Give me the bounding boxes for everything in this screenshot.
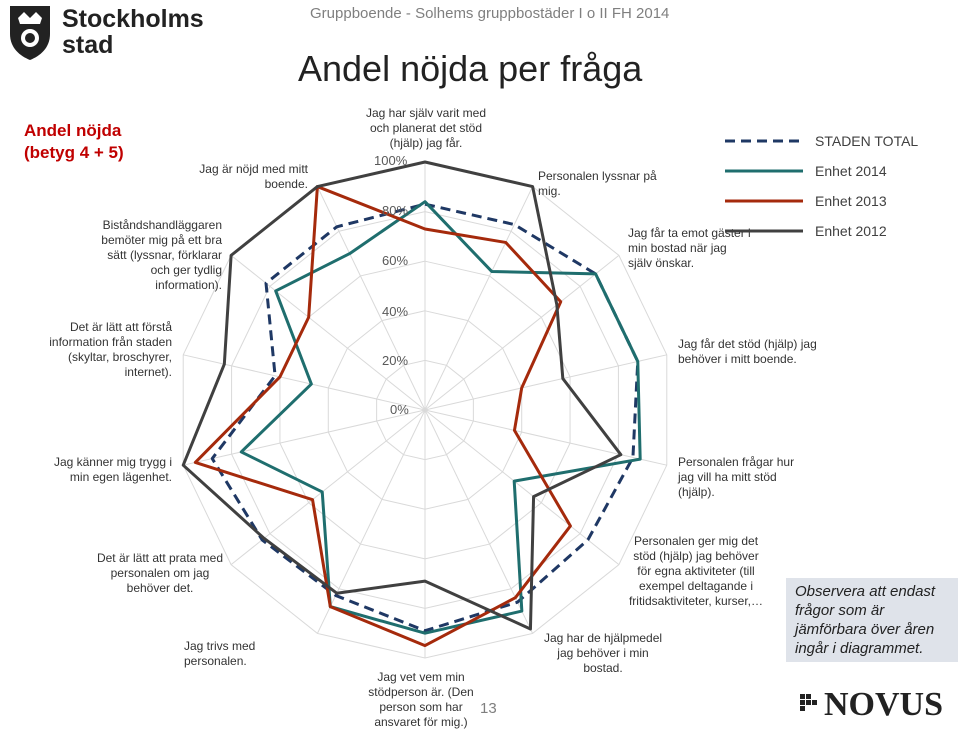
tick-label-60: 60% [382,253,409,268]
category-label-0: Jag har själv varit med och planerat det… [365,106,487,150]
novus-wordmark: NOVUS [824,686,943,722]
category-label-7: Jag vet vem min stödperson är. (Den pers… [368,670,474,729]
legend-swatch-dashed [725,139,803,143]
chart-side-title: Andel nöjda (betyg 4 + 5) [24,121,124,162]
page-number: 13 [480,700,497,717]
grid-spoke [316,186,426,411]
category-label-12: Biståndshandläggaren bemöter mig på ett … [101,218,222,292]
category-label-4: Personalen frågar hur jag vill ha mitt s… [678,455,795,499]
crest-icon [10,6,50,60]
legend-label: Enhet 2012 [815,223,887,239]
series-line-3 [181,160,623,631]
grid-spoke [230,254,426,411]
legend-label: Enhet 2014 [815,163,887,179]
tick-label-80: 80% [382,203,409,218]
category-label-3: Jag får det stöd (hjälp) jag behöver i m… [678,337,817,366]
tick-label-0: 0% [390,402,409,417]
radar-grid [182,161,668,659]
grid-spoke [424,409,620,566]
page-title: Andel nöjda per fråga [298,48,643,89]
series-line-1 [239,200,642,635]
note-box: Observera att endast frågor som är jämfö… [786,578,958,662]
category-label-2: Jag får ta emot gäster i min bostad när … [628,226,751,270]
stockholms-stad-logo: Stockholms stad [4,4,214,64]
category-label-13: Jag är nöjd med mitt boende. [199,162,308,191]
grid-spoke [424,409,667,466]
radar-series [181,160,642,648]
legend-swatch [725,199,803,203]
legend-item-enhet-2014: Enhet 2014 [723,162,923,182]
grid-spoke [424,186,534,411]
legend-label: Enhet 2013 [815,193,887,209]
tick-label-100: 100% [374,153,408,168]
grid-spoke [183,409,426,466]
note-text: Observera att endast frågor som är jämfö… [795,583,936,657]
legend-swatch [725,169,803,173]
logo-text-2: stad [62,31,114,59]
logo-wordmark: Stockholms stad [62,6,204,58]
category-label-5: Personalen ger mig det stöd (hjälp) jag … [628,534,764,608]
category-label-11: Det är lätt att förstå information från … [49,320,172,379]
legend-item-enhet-2013: Enhet 2013 [723,192,923,212]
novus-logo: NOVUS [800,686,943,722]
category-label-9: Det är lätt att prata med personalen om … [96,551,224,595]
header-subtitle: Gruppboende - Solhems gruppbostäder I o … [310,5,670,22]
series-line-2 [193,185,572,648]
category-label-10: Jag känner mig trygg i min egen lägenhet… [53,455,172,484]
category-label-8: Jag trivs med personalen. [184,639,256,668]
legend-swatch [725,229,803,233]
logo-text-1: Stockholms [62,5,204,33]
category-label-1: Personalen lyssnar på mig. [538,169,657,198]
legend-item-enhet-2012: Enhet 2012 [723,222,923,242]
category-label-6: Jag har de hjälpmedel jag behöver i min … [543,631,663,675]
legend-item-staden-total: STADEN TOTAL [723,132,923,152]
legend-label: STADEN TOTAL [815,133,919,149]
tick-label-20: 20% [382,353,409,368]
grid-spoke [424,254,620,411]
tick-label-40: 40% [382,304,409,319]
series-line-0 [210,202,640,633]
grid-spoke [424,354,667,411]
